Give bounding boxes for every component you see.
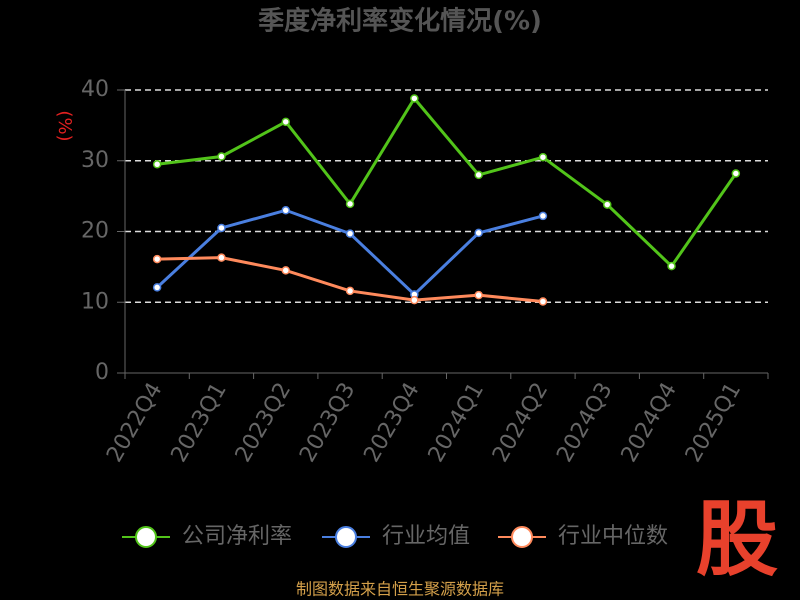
data-point [281, 117, 290, 127]
data-point [538, 211, 548, 221]
data-point [474, 290, 483, 300]
legend-marker [135, 526, 157, 548]
x-tick-label: 2022Q4 [102, 379, 167, 467]
source-note: 制图数据来自恒生聚源数据库 [296, 580, 504, 599]
x-tick-label: 2023Q2 [231, 379, 296, 467]
y-tick-label: 10 [81, 289, 109, 314]
x-tick-label: 2023Q3 [295, 379, 360, 467]
y-axis-label: (%) [54, 110, 75, 141]
data-point [217, 253, 226, 262]
data-point [345, 229, 355, 238]
x-tick-label: 2024Q1 [424, 379, 489, 467]
x-tick-label: 2023Q4 [359, 379, 424, 467]
data-point [217, 223, 226, 233]
y-tick-label: 0 [95, 360, 109, 385]
data-point [538, 152, 548, 162]
legend-label: 行业均值 [382, 524, 470, 549]
y-tick-label: 30 [81, 148, 109, 173]
x-tick-label: 2023Q1 [167, 379, 232, 467]
data-point [152, 254, 162, 264]
y-tick-label: 40 [81, 77, 109, 102]
data-point [281, 266, 290, 275]
x-tick-label: 2024Q3 [552, 379, 617, 467]
series-line [156, 95, 738, 269]
data-point [410, 295, 419, 305]
chart-title: 季度净利率变化情况(%) [258, 6, 542, 37]
data-point [731, 169, 741, 178]
data-point [281, 206, 290, 215]
legend-marker [511, 526, 533, 548]
data-point [667, 261, 676, 271]
watermark: 股 [696, 492, 778, 587]
data-point [474, 170, 483, 180]
data-point [152, 160, 162, 169]
legend-marker [335, 526, 357, 548]
x-tick-label: 2025Q1 [681, 379, 746, 467]
x-tick-label: 2024Q4 [617, 379, 682, 467]
data-point [410, 94, 419, 103]
x-tick-label: 2024Q2 [488, 379, 553, 467]
data-point [345, 286, 355, 296]
y-tick-label: 20 [81, 219, 109, 244]
data-point [603, 200, 612, 209]
data-point [538, 297, 548, 306]
legend-label: 公司净利率 [182, 524, 292, 549]
legend-label: 行业中位数 [558, 524, 668, 549]
data-point [152, 283, 162, 292]
series-line [156, 208, 544, 297]
data-point [217, 152, 226, 161]
data-point [474, 228, 483, 238]
data-point [345, 199, 355, 209]
